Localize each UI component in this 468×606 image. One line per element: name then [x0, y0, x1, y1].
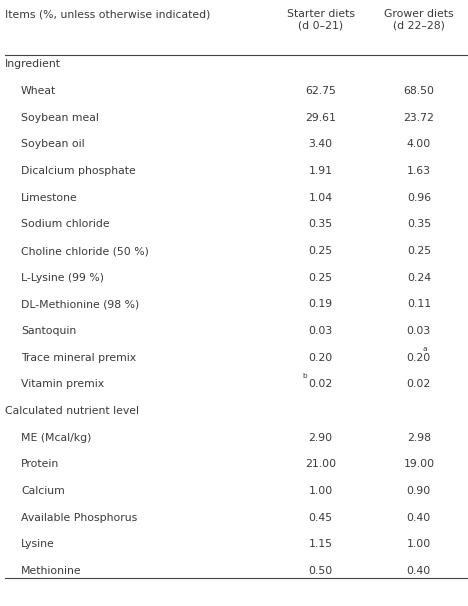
- Text: Methionine: Methionine: [21, 566, 82, 576]
- Text: 0.03: 0.03: [407, 326, 431, 336]
- Text: 1.00: 1.00: [308, 486, 333, 496]
- Text: 2.98: 2.98: [407, 433, 431, 443]
- Text: 21.00: 21.00: [305, 459, 336, 470]
- Text: 0.96: 0.96: [407, 193, 431, 203]
- Text: Choline chloride (50 %): Choline chloride (50 %): [21, 246, 149, 256]
- Text: 0.45: 0.45: [308, 513, 333, 523]
- Text: 2.90: 2.90: [308, 433, 333, 443]
- Text: 0.19: 0.19: [308, 299, 333, 310]
- Text: Calculated nutrient level: Calculated nutrient level: [5, 406, 139, 416]
- Text: 0.20: 0.20: [407, 353, 431, 363]
- Text: Vitamin premix: Vitamin premix: [21, 379, 104, 390]
- Text: a: a: [423, 346, 427, 352]
- Text: 23.72: 23.72: [403, 113, 434, 123]
- Text: Wheat: Wheat: [21, 86, 56, 96]
- Text: 68.50: 68.50: [403, 86, 434, 96]
- Text: Dicalcium phosphate: Dicalcium phosphate: [21, 166, 136, 176]
- Text: Lysine: Lysine: [21, 539, 55, 550]
- Text: 1.15: 1.15: [308, 539, 333, 550]
- Text: 0.40: 0.40: [407, 566, 431, 576]
- Text: 0.03: 0.03: [308, 326, 333, 336]
- Text: ME (Mcal/kg): ME (Mcal/kg): [21, 433, 91, 443]
- Text: 1.00: 1.00: [407, 539, 431, 550]
- Text: 0.02: 0.02: [407, 379, 431, 390]
- Text: 0.20: 0.20: [308, 353, 333, 363]
- Text: 0.25: 0.25: [308, 246, 333, 256]
- Text: Items (%, unless otherwise indicated): Items (%, unless otherwise indicated): [5, 9, 210, 19]
- Text: 0.02: 0.02: [308, 379, 333, 390]
- Text: 0.90: 0.90: [407, 486, 431, 496]
- Text: 0.25: 0.25: [308, 273, 333, 283]
- Text: 0.24: 0.24: [407, 273, 431, 283]
- Text: 29.61: 29.61: [305, 113, 336, 123]
- Text: 3.40: 3.40: [308, 139, 333, 150]
- Text: DL-Methionine (98 %): DL-Methionine (98 %): [21, 299, 139, 310]
- Text: 1.91: 1.91: [308, 166, 333, 176]
- Text: Santoquin: Santoquin: [21, 326, 76, 336]
- Text: 0.25: 0.25: [407, 246, 431, 256]
- Text: Starter diets
(d 0–21): Starter diets (d 0–21): [286, 9, 355, 31]
- Text: 4.00: 4.00: [407, 139, 431, 150]
- Text: L-Lysine (99 %): L-Lysine (99 %): [21, 273, 104, 283]
- Text: 1.63: 1.63: [407, 166, 431, 176]
- Text: Grower diets
(d 22–28): Grower diets (d 22–28): [384, 9, 453, 31]
- Text: 0.11: 0.11: [407, 299, 431, 310]
- Text: Ingredient: Ingredient: [5, 59, 61, 70]
- Text: 0.40: 0.40: [407, 513, 431, 523]
- Text: Sodium chloride: Sodium chloride: [21, 219, 110, 230]
- Text: Limestone: Limestone: [21, 193, 78, 203]
- Text: b: b: [302, 373, 307, 379]
- Text: 1.04: 1.04: [308, 193, 333, 203]
- Text: 0.35: 0.35: [308, 219, 333, 230]
- Text: 0.35: 0.35: [407, 219, 431, 230]
- Text: 19.00: 19.00: [403, 459, 434, 470]
- Text: 0.50: 0.50: [308, 566, 333, 576]
- Text: 62.75: 62.75: [305, 86, 336, 96]
- Text: Soybean meal: Soybean meal: [21, 113, 99, 123]
- Text: Soybean oil: Soybean oil: [21, 139, 85, 150]
- Text: Available Phosphorus: Available Phosphorus: [21, 513, 137, 523]
- Text: Protein: Protein: [21, 459, 59, 470]
- Text: Calcium: Calcium: [21, 486, 65, 496]
- Text: Trace mineral premix: Trace mineral premix: [21, 353, 136, 363]
